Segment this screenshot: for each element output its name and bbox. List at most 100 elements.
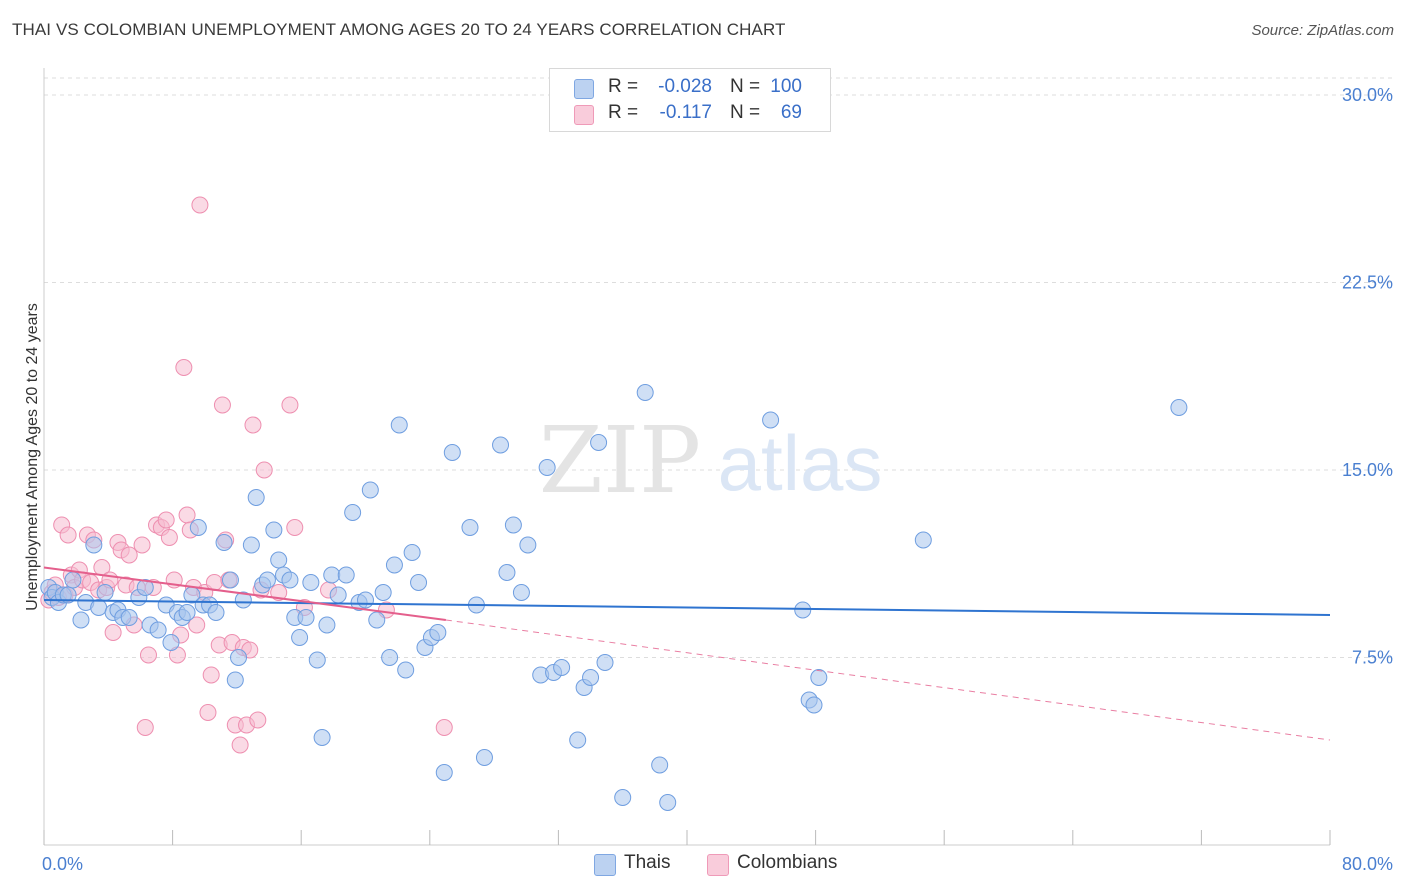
thais-point: [504, 516, 522, 534]
source-label: Source: ZipAtlas.com: [1251, 22, 1394, 39]
thais-point: [475, 749, 493, 766]
thais-swatch: [574, 79, 594, 99]
grid-lines: [44, 77, 1395, 658]
thais-point: [207, 604, 225, 621]
x-tick-label-1: 80.0%: [1342, 854, 1393, 874]
thais-point: [1170, 399, 1188, 416]
thais-point: [323, 566, 341, 584]
thais-point: [492, 436, 510, 454]
thais-point: [297, 609, 315, 626]
x-tick-label-0: 0.0%: [42, 854, 83, 874]
thais-point: [659, 794, 677, 811]
thais-point: [230, 649, 248, 666]
colombians-point: [213, 396, 231, 414]
colombians-trend-extension: [445, 619, 1331, 741]
colombians-legend-swatch: [707, 854, 729, 876]
thais-point: [590, 434, 608, 451]
y-tick-label-0: 7.5%: [1352, 648, 1393, 668]
colombians-point: [136, 719, 154, 736]
thais-point: [385, 556, 403, 574]
y-tick-label-1: 15.0%: [1342, 460, 1393, 480]
thais-point: [72, 611, 90, 629]
colombians-point: [120, 546, 138, 564]
thais-point: [242, 536, 260, 554]
trend-lines: [43, 566, 1331, 741]
colombians-point: [188, 616, 206, 634]
thais-r-value: -0.028: [658, 76, 712, 97]
colombians-point: [157, 511, 175, 529]
colombians-point: [104, 624, 122, 641]
thais-point: [410, 574, 428, 591]
thais-point: [329, 586, 347, 604]
thais-point: [59, 586, 77, 604]
colombians-point: [160, 529, 178, 546]
colombians-point: [270, 584, 288, 601]
colombians-point: [133, 536, 151, 554]
colombians-point: [286, 519, 304, 536]
thais-point: [794, 601, 812, 619]
thais-point: [361, 481, 379, 499]
colombians-point: [255, 461, 273, 479]
thais-point: [234, 591, 252, 609]
thais-point: [90, 599, 108, 616]
x-tick-labels: 0.0% 80.0%: [42, 854, 1393, 874]
watermark-zip: ZIP: [539, 407, 701, 514]
thais-point: [443, 444, 461, 461]
thais-point: [512, 584, 530, 601]
colombians-r-value: -0.117: [659, 102, 712, 123]
thais-point: [270, 551, 288, 569]
correlation-legend: R = -0.028 N = 100 R = -0.117 N = 69: [549, 68, 831, 132]
thais-point: [318, 616, 336, 634]
y-tick-label-3: 30.0%: [1342, 85, 1393, 105]
colombians-point: [59, 526, 77, 544]
colombians-point: [191, 196, 209, 214]
thais-point: [162, 634, 180, 651]
legend-row-thais: R = -0.028 N = 100: [550, 75, 830, 101]
thais-point: [810, 669, 828, 686]
thais-point: [96, 584, 114, 601]
thais-point: [461, 519, 479, 536]
thais-point: [397, 661, 415, 679]
thais-point: [805, 696, 823, 714]
colombians-point: [178, 506, 196, 524]
thais-point: [136, 579, 154, 596]
legend-row-colombians: R = -0.117 N = 69: [550, 101, 830, 127]
colombians-r-label: R =: [608, 102, 639, 123]
colombians-point: [281, 396, 299, 414]
thais-n-value: 100: [770, 76, 802, 97]
watermark-atlas: atlas: [718, 419, 883, 507]
thais-point: [265, 521, 283, 539]
thais-point: [302, 574, 320, 591]
colombians-point: [199, 704, 217, 721]
thais-point: [313, 729, 331, 746]
y-axis-title: Unemployment Among Ages 20 to 24 years: [24, 303, 41, 611]
thais-point: [291, 629, 309, 646]
axes: [43, 68, 1331, 846]
colombians-point: [249, 711, 267, 729]
y-tick-labels: 7.5% 15.0% 22.5% 30.0%: [1342, 85, 1393, 668]
colombians-point: [435, 719, 453, 736]
y-tick-label-2: 22.5%: [1342, 273, 1393, 293]
thais-point: [553, 659, 571, 676]
thais-point: [569, 731, 587, 749]
thais-point: [337, 566, 355, 584]
thais-point: [381, 649, 399, 666]
thais-point: [374, 584, 392, 601]
thais-point: [390, 416, 408, 434]
colombians-n-value: 69: [780, 102, 802, 123]
colombians-legend-label: Colombians: [737, 852, 838, 873]
colombians-trend-line: [43, 566, 447, 621]
thais-legend-swatch: [594, 854, 616, 876]
thais-legend-label: Thais: [624, 852, 671, 873]
colombians-n-label: N =: [730, 102, 761, 123]
thais-point: [762, 411, 780, 429]
thais-point: [189, 519, 207, 536]
colombians-swatch: [574, 105, 594, 125]
series-legend: Thais Colombians: [0, 852, 1406, 878]
thais-point: [221, 571, 239, 589]
colombians-point: [244, 416, 262, 434]
thais-point: [247, 489, 265, 506]
thais-point: [914, 531, 932, 549]
thais-point: [596, 654, 614, 671]
